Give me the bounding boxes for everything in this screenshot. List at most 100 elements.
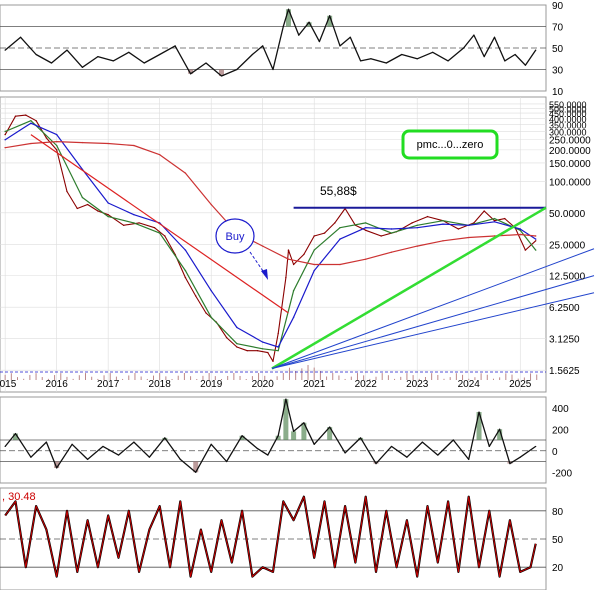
- cci-point: [509, 463, 511, 465]
- rsi-point: [189, 73, 192, 75]
- price-x-tick-label: 2020: [252, 379, 275, 390]
- cci-point: [117, 454, 120, 456]
- ma-mid-point: [277, 346, 279, 348]
- buy-callout-circle: [215, 218, 255, 254]
- ma-long-point: [4, 146, 6, 149]
- ma-mid-point: [4, 139, 6, 141]
- rsi-point: [205, 62, 207, 64]
- ma-short-point: [277, 349, 279, 352]
- rsi-point: [370, 58, 372, 60]
- cci-point: [468, 458, 470, 460]
- price-y-tick-label: 450.0000: [549, 109, 587, 119]
- rsi-point: [524, 64, 526, 66]
- rsi-point: [318, 40, 320, 43]
- price-y-tick-label: 200.0000: [549, 146, 591, 157]
- ma-long-point: [442, 240, 444, 242]
- price-y-tick-label: 150.0000: [549, 159, 591, 170]
- ma-mid-point: [365, 227, 367, 229]
- price-x-tick-label: 2021: [303, 379, 326, 390]
- rsi-point: [483, 56, 485, 58]
- price-y-tick-label: 400.0000: [549, 114, 587, 124]
- ma-long-line: [5, 141, 536, 266]
- cci-point: [344, 452, 346, 454]
- buy-callout-label: Buy: [226, 231, 245, 243]
- price-y-tick-label: 1.5625: [549, 366, 580, 377]
- price-series: [4, 114, 537, 362]
- downtrend-line: [30, 134, 289, 314]
- cci-point: [4, 445, 6, 448]
- ma-mid-point: [55, 133, 58, 136]
- ma-mid-point: [236, 326, 238, 329]
- cci-point: [71, 443, 73, 445]
- rsi-point: [473, 34, 475, 36]
- rsi-tick-label: 50: [552, 44, 564, 55]
- price-x-tick-label: 2019: [200, 379, 223, 390]
- ma-long-point: [468, 236, 470, 239]
- rsi-point: [416, 58, 418, 60]
- price-x-tick-label: 2025: [509, 379, 532, 390]
- price-point: [225, 336, 228, 339]
- rsi-point: [329, 15, 331, 17]
- fan-line: [271, 275, 595, 369]
- ma-mid-point: [519, 228, 521, 230]
- price-point: [534, 240, 537, 242]
- rsi-panel: 90 70 50 30 10: [0, 1, 564, 98]
- rsi-point: [272, 68, 274, 71]
- price-point: [205, 312, 207, 314]
- ma-short-point: [534, 249, 537, 251]
- ma-long-point: [133, 144, 135, 147]
- cci-point: [313, 443, 315, 445]
- ma-long-point: [534, 235, 537, 237]
- ma-mid-point: [468, 224, 470, 226]
- price-point: [303, 253, 305, 256]
- cci-point: [499, 428, 501, 430]
- cci-point: [285, 398, 287, 400]
- price-y-tick-label: 350.0000: [549, 120, 587, 130]
- stoch-tick-labels: 80 50 20: [552, 507, 564, 574]
- price-point: [122, 224, 125, 226]
- price-point: [457, 228, 460, 230]
- ma-mid-point: [107, 202, 109, 204]
- rsi-point: [282, 25, 284, 28]
- price-point: [25, 114, 27, 116]
- ma-long-point: [158, 153, 161, 156]
- rsi-point: [514, 53, 516, 56]
- price-point: [86, 203, 89, 206]
- cci-point: [359, 437, 362, 439]
- cci-oversold-shade: [54, 461, 513, 473]
- cci-tick-label: 0: [552, 447, 558, 458]
- buy-arrow-head: [261, 269, 268, 280]
- rsi-point: [50, 62, 53, 64]
- rsi-point: [251, 53, 253, 56]
- rsi-tick-label: 30: [552, 66, 564, 77]
- resistance-price-label: 55,88$: [320, 184, 357, 198]
- price-point: [45, 137, 48, 139]
- price-point: [285, 276, 287, 279]
- price-y-tick-label: 25.0000: [549, 240, 586, 251]
- rsi-point: [287, 8, 290, 10]
- cci-panel: 400 200 0 -200: [0, 396, 572, 484]
- price-x-tick-label: 2023: [406, 379, 429, 390]
- ma-short-point: [4, 130, 6, 133]
- price-y-tick-label: 100.0000: [549, 177, 591, 188]
- cci-point: [164, 437, 166, 439]
- price-point: [76, 207, 78, 210]
- ma-mid-point: [133, 213, 135, 216]
- rsi-point: [535, 49, 537, 51]
- ma-short-point: [339, 227, 341, 229]
- ma-short-point: [184, 269, 187, 272]
- fan-line: [271, 292, 595, 369]
- price-panel: 550.0000500.0000450.0000400.0000350.0000…: [0, 96, 595, 393]
- ma-short-point: [292, 289, 295, 292]
- price-y-tick-label: 250.0000: [549, 136, 591, 147]
- rsi-point: [66, 49, 68, 51]
- price-y-tick-label: 6.2500: [549, 303, 580, 314]
- price-point: [14, 115, 17, 117]
- ma-mid-point: [30, 122, 32, 124]
- cci-point: [488, 445, 490, 448]
- ma-long-point: [390, 251, 393, 253]
- cci-point: [478, 411, 480, 413]
- price-x-tick-label: 2017: [97, 379, 120, 390]
- price-point: [4, 133, 6, 136]
- price-x-tick-label: 2018: [149, 379, 172, 390]
